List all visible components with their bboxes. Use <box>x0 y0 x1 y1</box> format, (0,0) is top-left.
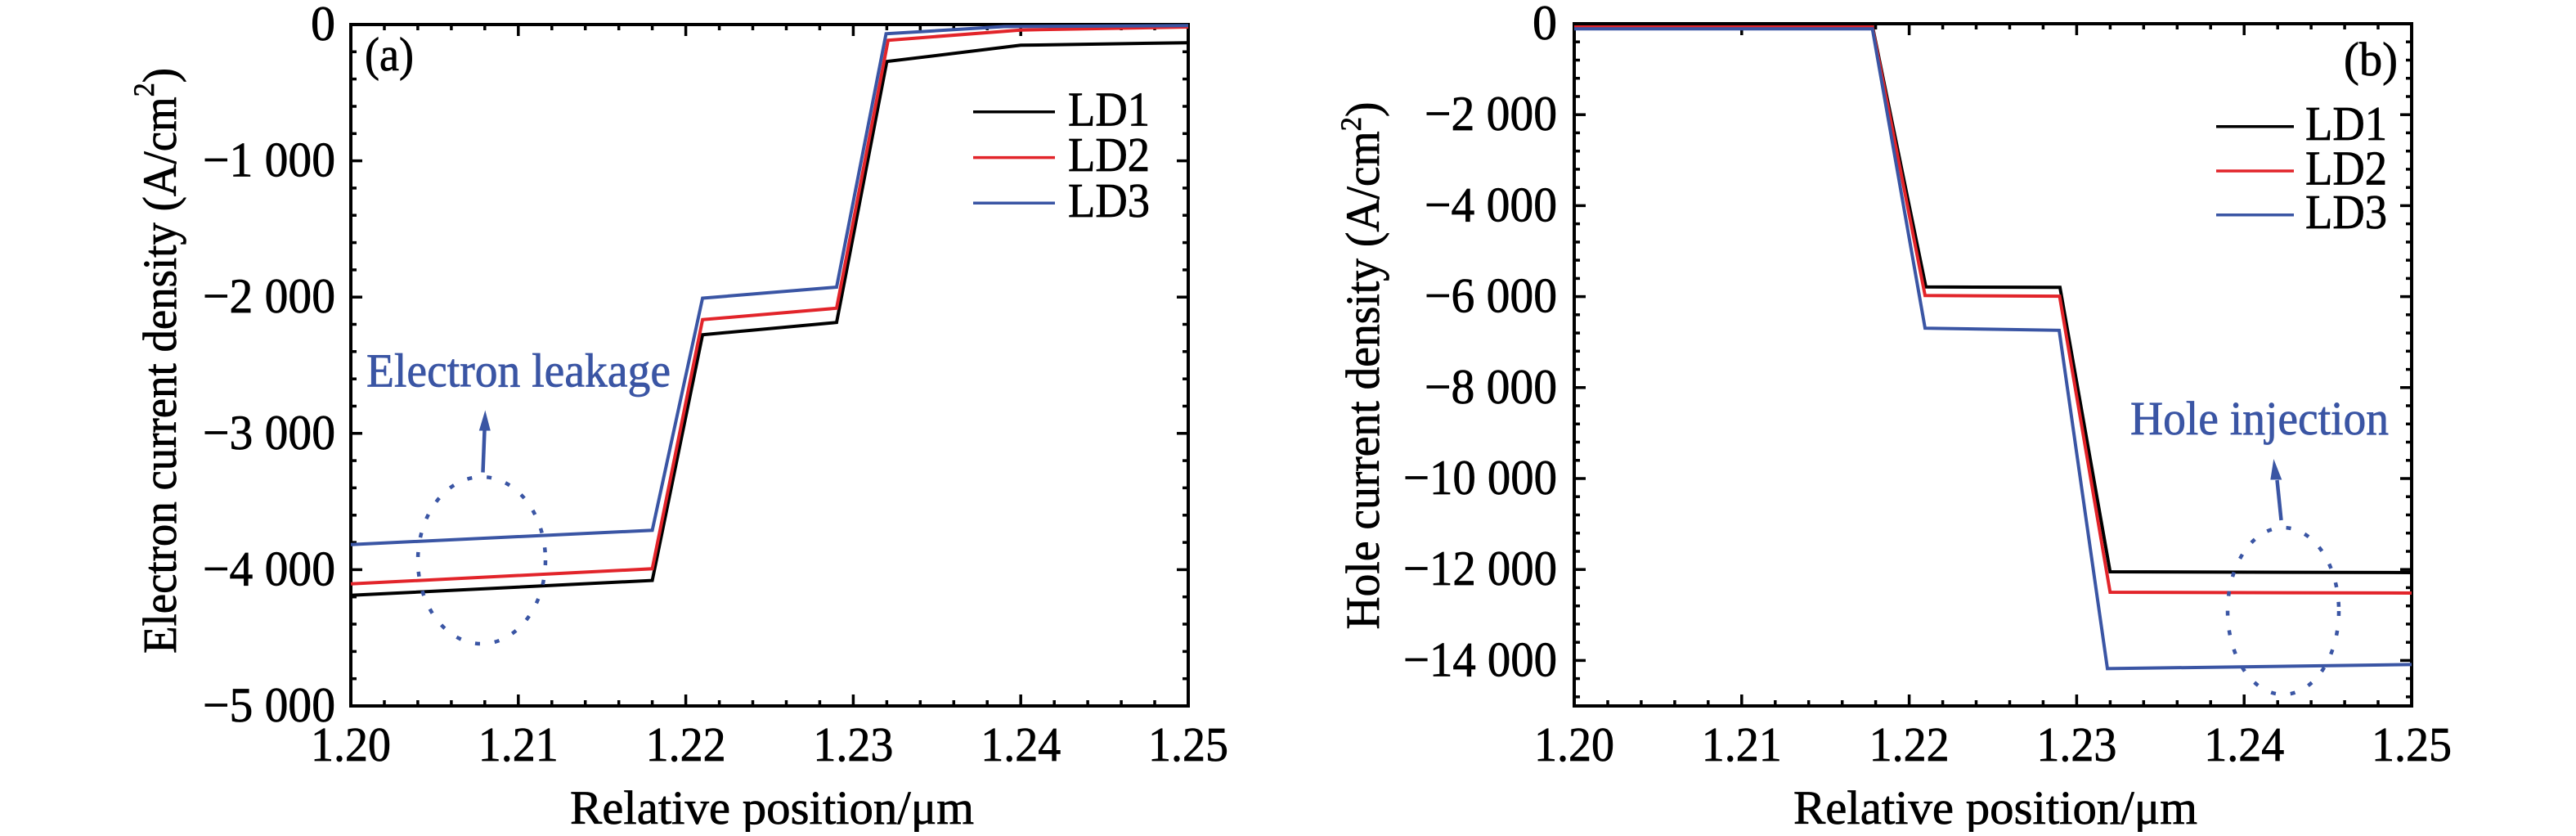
svg-text:LD3: LD3 <box>1068 173 1150 227</box>
svg-text:−4 000: −4 000 <box>1425 178 1557 231</box>
svg-text:LD1: LD1 <box>1068 82 1150 136</box>
svg-text:1.23: 1.23 <box>2036 717 2116 771</box>
svg-text:LD1: LD1 <box>2305 97 2387 151</box>
svg-text:−5 000: −5 000 <box>203 678 335 732</box>
svg-text:Hole current density (A/cm2): Hole current density (A/cm2) <box>1335 102 1389 630</box>
svg-text:(a): (a) <box>365 28 414 81</box>
svg-text:LD2: LD2 <box>2305 142 2387 196</box>
svg-text:1.22: 1.22 <box>646 717 726 771</box>
svg-text:−2 000: −2 000 <box>1425 87 1557 141</box>
svg-text:1.24: 1.24 <box>981 717 1061 771</box>
svg-text:1.20: 1.20 <box>311 717 391 771</box>
svg-text:1.23: 1.23 <box>813 717 893 771</box>
svg-text:(b): (b) <box>2344 33 2398 86</box>
svg-text:1.22: 1.22 <box>1869 717 1950 771</box>
svg-text:−12 000: −12 000 <box>1403 542 1557 596</box>
svg-text:−10 000: −10 000 <box>1403 451 1557 505</box>
svg-text:−2 000: −2 000 <box>203 269 335 323</box>
svg-text:1.25: 1.25 <box>2372 717 2452 771</box>
svg-text:−3 000: −3 000 <box>203 406 335 460</box>
svg-text:Electron current density (A/cm: Electron current density (A/cm2) <box>128 68 186 654</box>
svg-text:1.21: 1.21 <box>478 717 559 771</box>
svg-text:−8 000: −8 000 <box>1425 360 1557 414</box>
svg-text:−6 000: −6 000 <box>1425 269 1557 323</box>
svg-text:1.25: 1.25 <box>1148 717 1228 771</box>
svg-text:Hole injection: Hole injection <box>2130 392 2389 445</box>
svg-text:−14 000: −14 000 <box>1403 632 1557 686</box>
svg-text:Relative position/μm: Relative position/μm <box>1793 781 2197 832</box>
svg-text:1.24: 1.24 <box>2204 717 2284 771</box>
svg-text:Electron leakage: Electron leakage <box>366 344 671 398</box>
svg-text:−4 000: −4 000 <box>203 542 335 596</box>
svg-text:Relative position/μm: Relative position/μm <box>570 781 974 832</box>
svg-text:1.20: 1.20 <box>1534 717 1614 771</box>
svg-text:−1 000: −1 000 <box>203 133 335 187</box>
svg-text:1.21: 1.21 <box>1702 717 1782 771</box>
svg-text:LD3: LD3 <box>2305 185 2387 239</box>
svg-text:0: 0 <box>311 0 335 51</box>
svg-text:LD2: LD2 <box>1068 128 1150 182</box>
svg-text:0: 0 <box>1533 0 1557 50</box>
